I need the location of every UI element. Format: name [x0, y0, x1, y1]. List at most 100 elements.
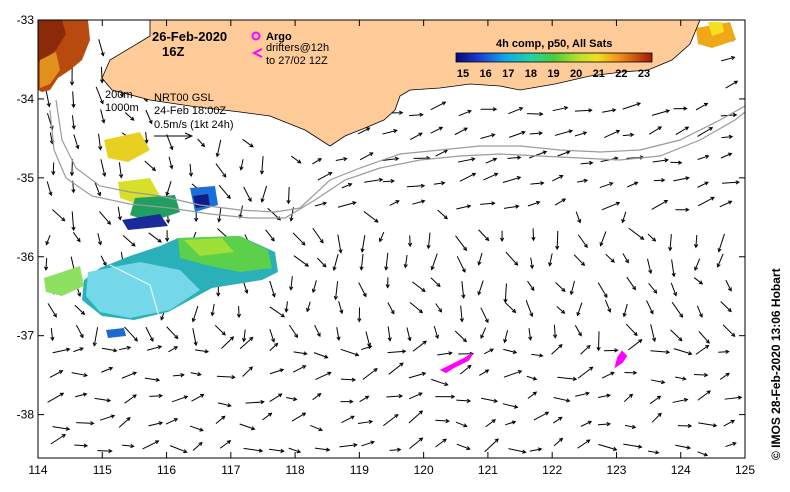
current-vector: [71, 372, 88, 377]
current-vector-head: [653, 289, 658, 294]
current-vector: [359, 395, 369, 403]
current-vector: [597, 282, 608, 298]
current-vector-head: [360, 248, 365, 253]
current-vector-head: [328, 172, 333, 176]
current-vector-head: [430, 265, 435, 271]
current-vector-head: [632, 370, 638, 375]
current-vector: [100, 255, 107, 266]
current-vector: [168, 156, 173, 169]
current-vector: [101, 367, 113, 373]
current-vector-head: [357, 318, 362, 323]
current-vector-head: [537, 447, 543, 452]
current-vector-head: [683, 106, 688, 111]
current-vector: [508, 107, 523, 115]
current-vector-head: [247, 197, 252, 203]
current-vector-head: [352, 201, 357, 206]
current-vector-head: [580, 261, 586, 267]
current-vector: [430, 277, 441, 287]
current-vector-head: [463, 423, 468, 428]
current-vector: [261, 156, 264, 174]
current-vector-head: [374, 218, 379, 223]
current-vector-head: [576, 311, 581, 317]
current-vector-head: [197, 372, 202, 377]
current-vector: [431, 253, 438, 270]
current-vector: [364, 178, 383, 183]
current-vector-head: [173, 418, 179, 422]
current-vector: [216, 375, 235, 378]
current-vector: [269, 328, 275, 342]
current-vector: [529, 132, 543, 135]
current-vector: [672, 398, 688, 403]
current-vector-head: [512, 308, 517, 314]
current-vector-head: [385, 284, 390, 289]
current-vector-head: [398, 393, 404, 399]
current-vector: [269, 369, 284, 375]
current-vector: [600, 231, 607, 246]
current-vector: [293, 255, 309, 267]
current-vector: [720, 301, 732, 312]
current-vector-head: [589, 366, 594, 371]
current-vector-head: [418, 309, 424, 314]
current-vector: [269, 343, 278, 351]
current-vector: [288, 324, 298, 338]
current-vector-head: [130, 443, 135, 449]
current-vector: [575, 211, 581, 223]
current-vector: [623, 303, 628, 317]
current-product-label: NRT00 GSL: [154, 92, 214, 104]
current-vector-head: [587, 420, 593, 425]
argo-label: Argo: [266, 31, 292, 43]
current-vector: [45, 235, 51, 245]
current-vector: [290, 276, 293, 290]
current-vector: [341, 415, 355, 424]
current-vector-head: [612, 446, 618, 451]
current-vector: [149, 395, 162, 397]
current-vector: [478, 229, 489, 241]
current-vector-head: [165, 219, 171, 224]
colorbar-tick-label: 23: [638, 68, 650, 80]
current-vector: [556, 306, 565, 314]
current-vector-head: [649, 310, 654, 315]
current-vector-head: [302, 365, 307, 370]
current-vector-head: [678, 337, 683, 342]
current-vector-head: [561, 198, 567, 203]
current-vector-head: [683, 397, 689, 403]
current-vector-head: [518, 107, 524, 111]
current-vector: [145, 131, 148, 143]
current-vector: [239, 205, 244, 218]
x-tick-label: 119: [350, 463, 369, 477]
current-vector-head: [466, 204, 472, 209]
current-vector-head: [609, 181, 614, 186]
current-vector-head: [668, 246, 673, 252]
current-vector: [529, 448, 542, 452]
current-vector-head: [420, 199, 426, 204]
current-vector: [245, 401, 264, 404]
current-vector-head: [71, 103, 76, 109]
current-vector-head: [426, 244, 431, 250]
current-vector: [427, 232, 431, 249]
current-vector-head: [441, 101, 447, 106]
current-vector: [480, 202, 495, 205]
current-vector: [505, 251, 518, 266]
current-vector: [722, 181, 739, 184]
current-vector: [719, 200, 732, 208]
current-vector-head: [174, 334, 179, 340]
current-vector: [191, 394, 204, 402]
current-vector: [192, 328, 197, 346]
current-vector-head: [558, 437, 564, 442]
current-vector-head: [461, 268, 466, 273]
current-vector-head: [443, 215, 448, 220]
current-vector: [623, 394, 633, 403]
current-vector: [216, 139, 222, 157]
current-vector: [628, 227, 644, 240]
current-vector: [650, 350, 670, 353]
current-vector: [673, 348, 692, 355]
current-vector: [697, 181, 709, 188]
current-vector-head: [65, 426, 71, 431]
current-vector-head: [436, 282, 441, 288]
current-vector: [47, 303, 57, 317]
current-vector: [142, 440, 159, 450]
current-vector: [459, 365, 472, 375]
current-vector: [357, 127, 370, 135]
current-vector-head: [48, 191, 53, 197]
